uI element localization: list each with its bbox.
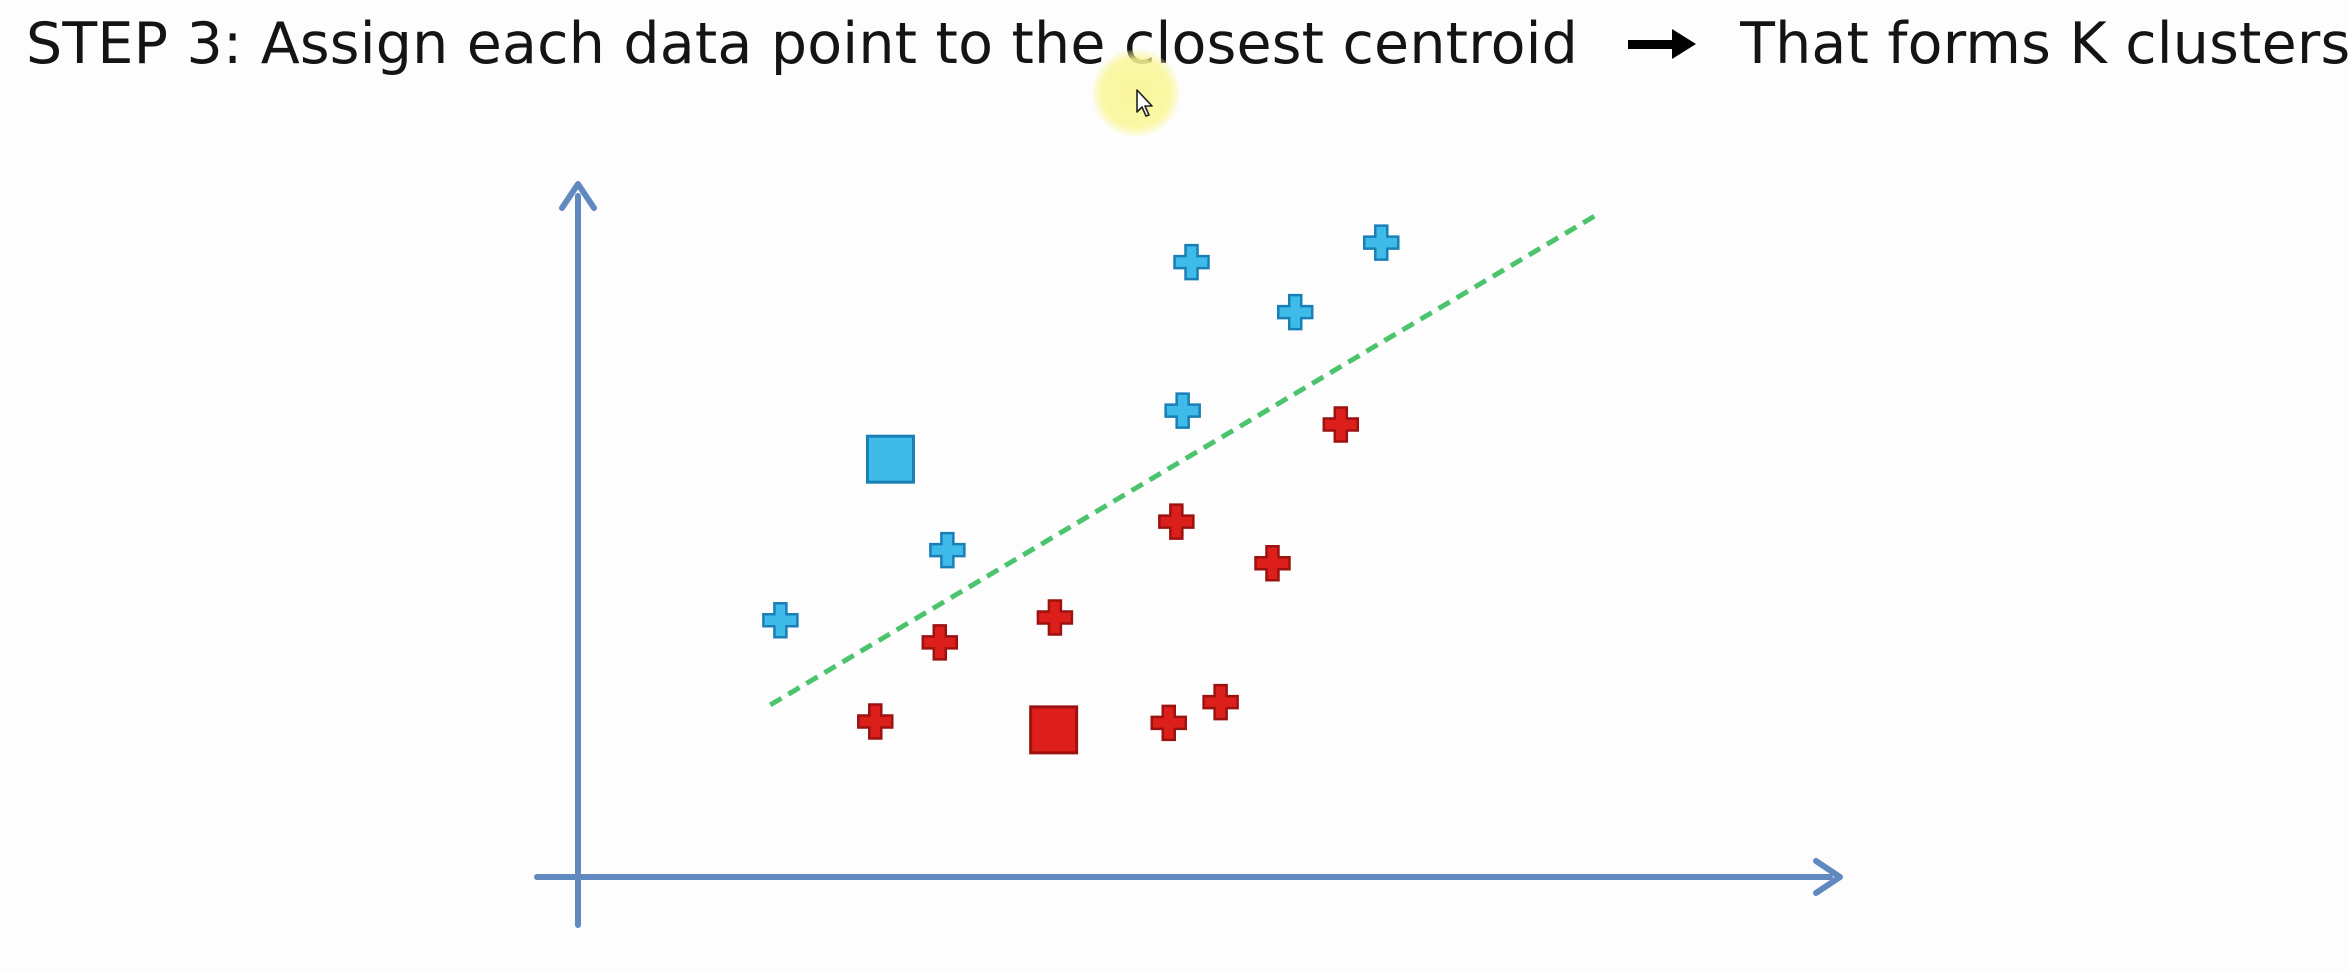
- blue-data-point-3: [1164, 392, 1201, 429]
- red-data-point-5: [1158, 503, 1195, 540]
- blue-data-point-5: [1277, 293, 1314, 331]
- red-data-point-3: [1036, 599, 1074, 636]
- cluster-boundary-line: [769, 211, 1601, 708]
- step-label: STEP 3: [26, 11, 223, 77]
- right-arrow-icon: [1628, 29, 1697, 59]
- cursor-highlight: [1092, 50, 1180, 136]
- red-data-point-8: [1322, 406, 1360, 443]
- blue-data-point-2: [929, 531, 966, 569]
- red-data-point-2: [921, 624, 959, 661]
- blue-data-point-1: [762, 601, 799, 639]
- x-axis-arrowhead: [1813, 858, 1843, 896]
- red-data-point-1: [857, 703, 894, 740]
- red-data-point-4: [1150, 704, 1188, 742]
- red-data-point-7: [1254, 545, 1291, 582]
- step-description: : Assign each data point to the closest …: [222, 11, 1579, 77]
- mouse-cursor-icon: [1136, 89, 1153, 117]
- red-data-point-6: [1202, 683, 1239, 721]
- y-axis: [559, 181, 597, 928]
- step-result: That forms K clusters: [1740, 11, 2348, 77]
- page-title: STEP 3: Assign each data point to the cl…: [26, 6, 2348, 82]
- x-axis: [534, 858, 1843, 896]
- blue-data-point-6: [1363, 224, 1400, 261]
- y-axis-arrowhead: [559, 181, 597, 211]
- red-centroid: [1029, 705, 1079, 755]
- blue-data-point-4: [1173, 243, 1210, 281]
- blue-centroid: [865, 434, 915, 484]
